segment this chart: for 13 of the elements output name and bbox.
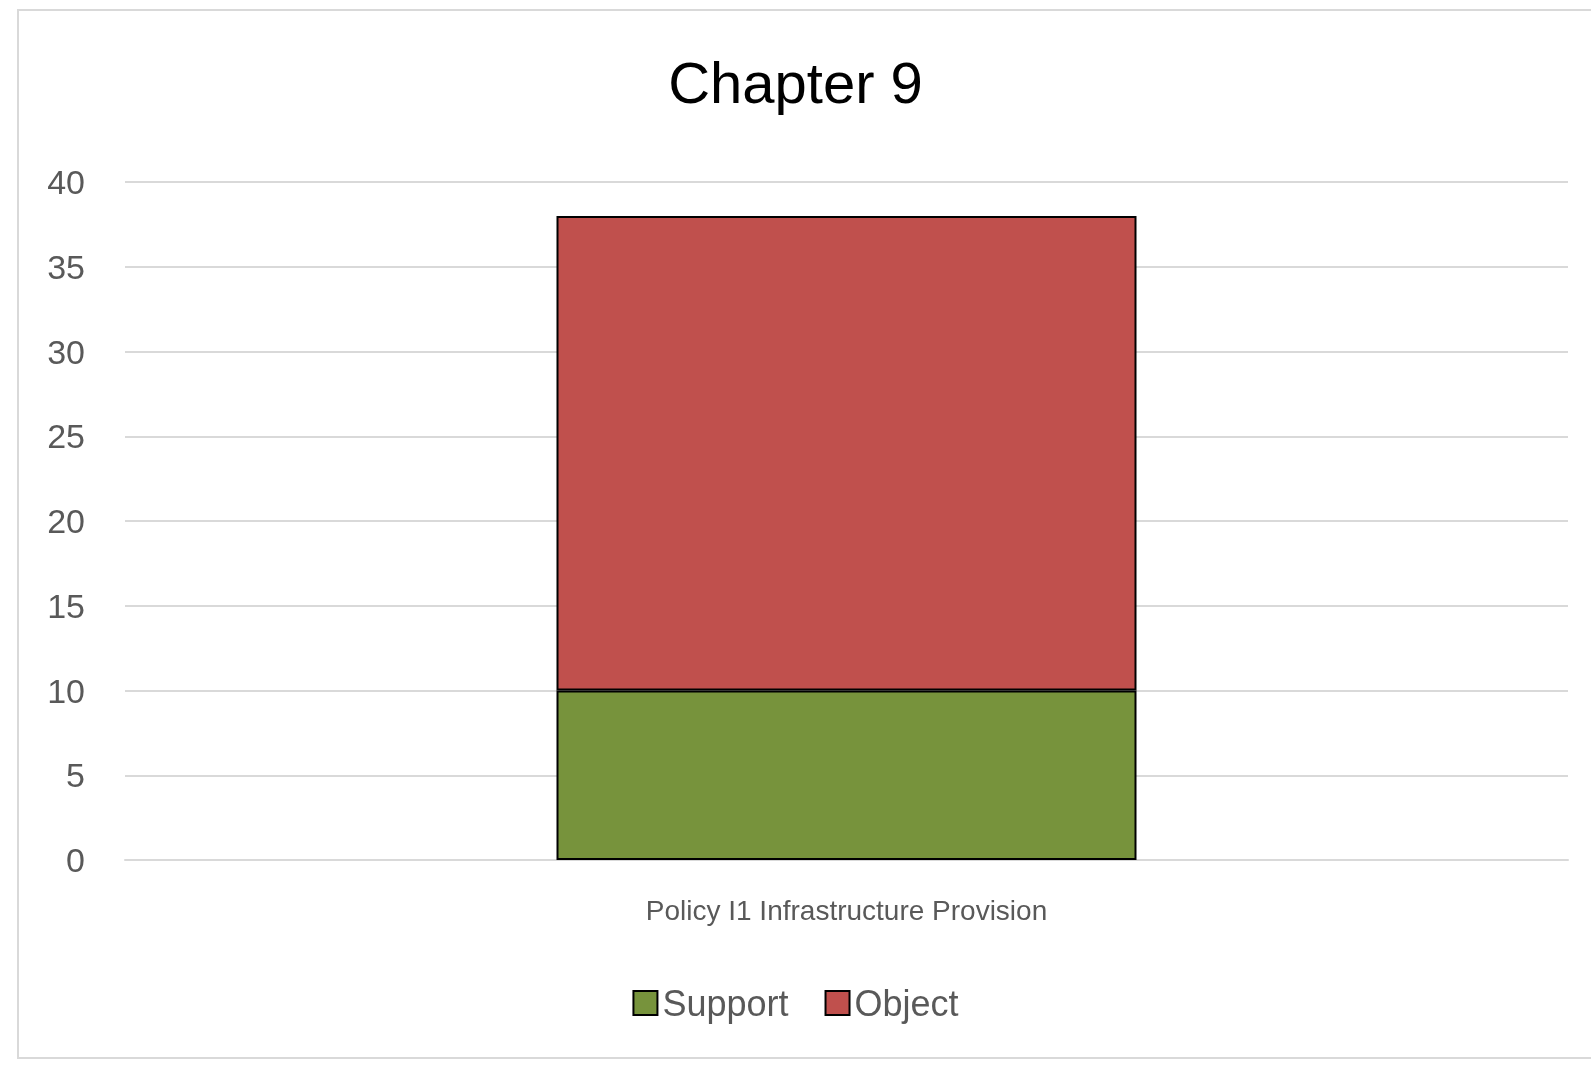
y-tick-label: 40 [47, 163, 85, 201]
legend-label: Support [662, 982, 789, 1024]
y-tick-label: 25 [47, 417, 85, 456]
legend-label: Object [854, 982, 959, 1024]
y-tick-label: 15 [47, 586, 85, 625]
y-tick-label: 30 [47, 332, 85, 371]
x-tick-label: Policy I1 Infrastructure Provision [645, 894, 1048, 926]
y-tick-label: 35 [47, 247, 85, 286]
y-tick-label: 20 [47, 502, 85, 540]
y-tick-label: 10 [47, 671, 85, 710]
y-tick-label: 0 [66, 841, 85, 879]
chart-title: Chapter 9 [668, 49, 923, 115]
y-tick-label: 5 [66, 756, 85, 795]
